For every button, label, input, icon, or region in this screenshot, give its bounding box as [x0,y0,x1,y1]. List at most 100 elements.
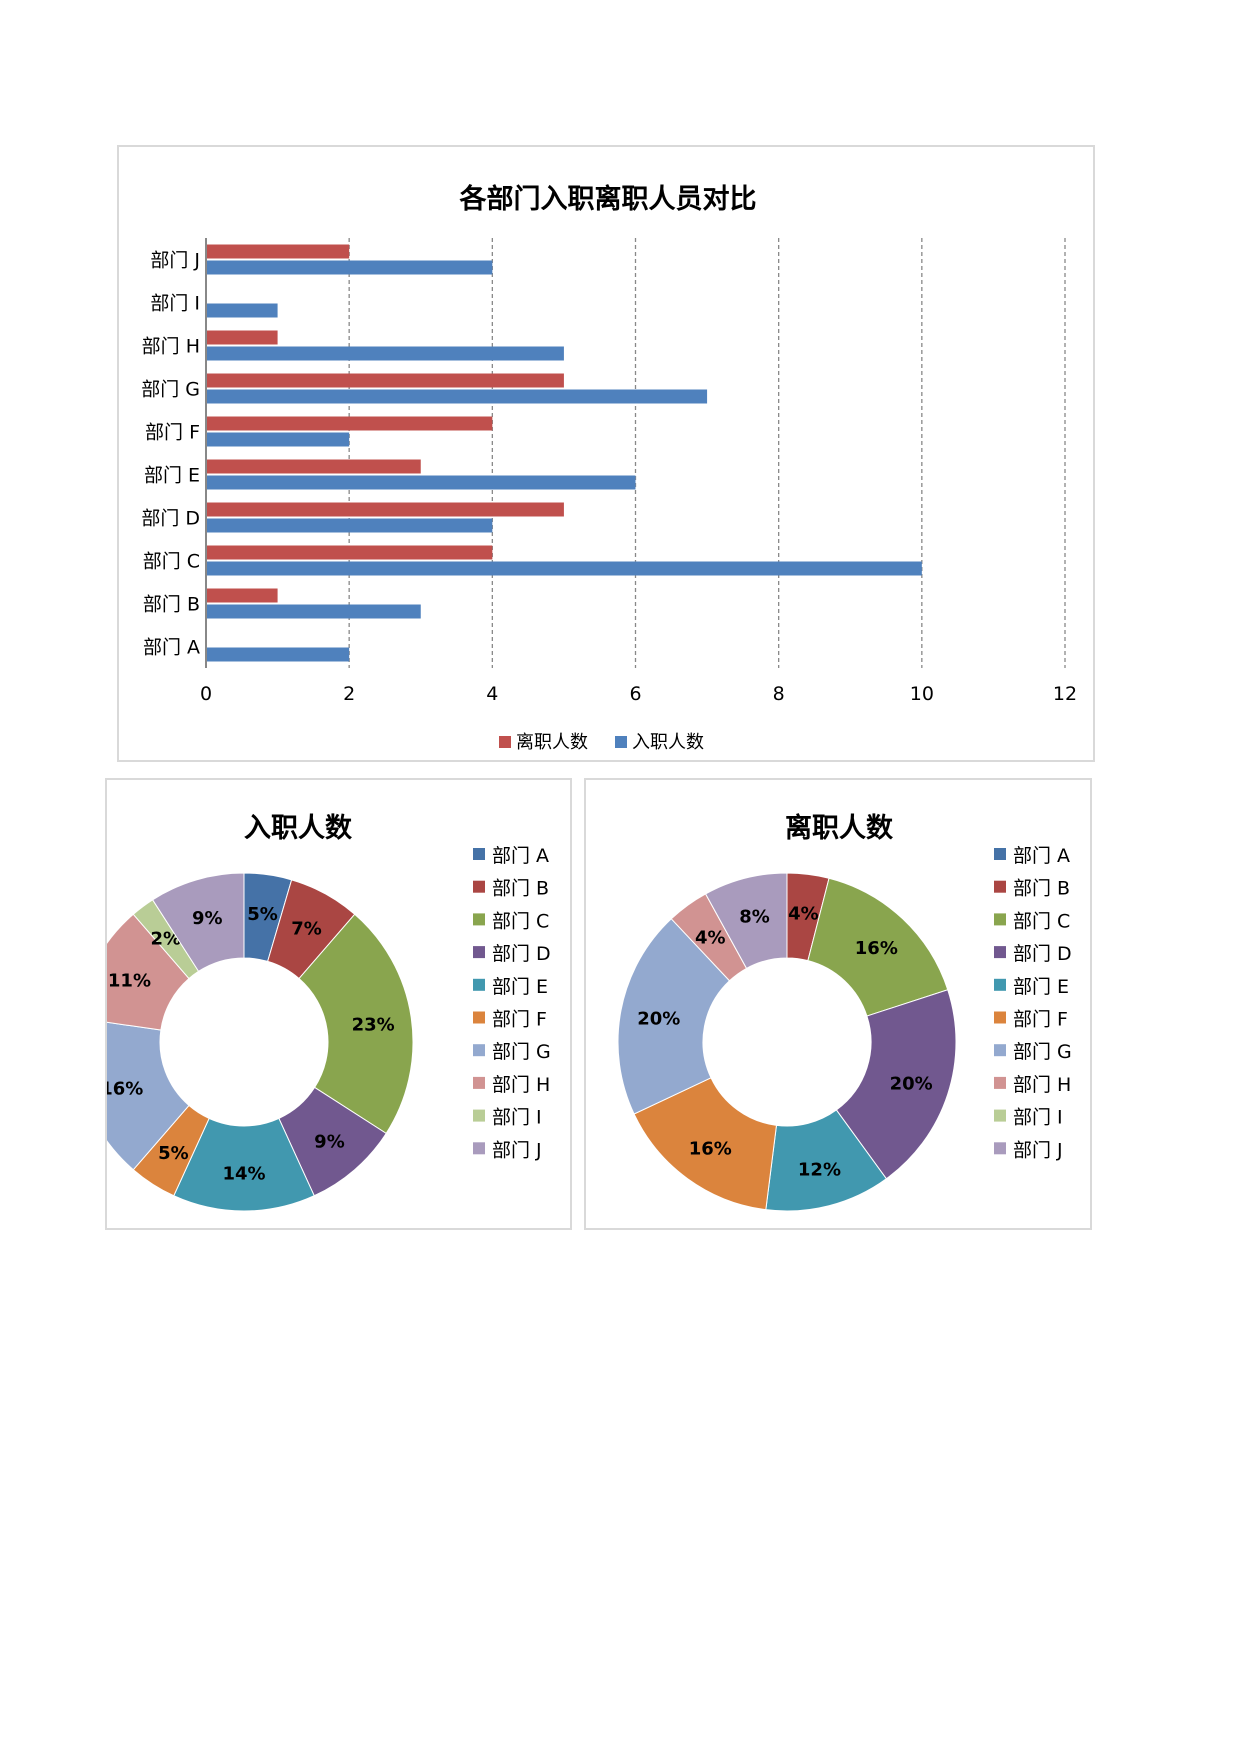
data-label: 7% [291,918,322,939]
bar-hire [207,475,636,490]
bar-hire [207,518,493,533]
legend-label: 部门 B [492,878,549,900]
bar-hire [207,260,493,275]
legend-label: 入职人数 [632,732,704,753]
data-label: 16% [689,1139,732,1160]
bar-hire [207,346,564,361]
bar-hire [207,561,922,576]
data-label: 20% [637,1009,680,1030]
legend-swatch [994,1076,1006,1089]
legend-swatch [473,848,485,860]
data-label: 9% [314,1132,345,1153]
legend-swatch [994,1109,1006,1122]
bar-chart: 各部门入职离职人员对比 0 2 4 6 8 10 12 部门 A 部门 B 部门 C 部门 D 部门 E… [141,183,1077,753]
bar-hire [207,303,278,318]
data-label: 4% [788,904,819,925]
bar-leave [207,459,421,474]
legend-label: 部门 E [1013,976,1069,998]
data-label: 2% [151,929,182,950]
bar-leave [207,588,278,603]
x-tick-label: 8 [773,683,785,705]
data-label: 11% [108,970,151,991]
y-tick-label: 部门 G [141,379,200,401]
legend-label: 部门 D [492,943,551,965]
legend-label: 部门 E [492,976,548,998]
data-label: 4% [695,927,726,948]
legend-label: 部门 B [1013,878,1070,900]
y-tick-label: 部门 J [150,250,200,272]
legend-label: 部门 C [492,910,549,932]
bar-hire [207,604,421,619]
legend-label: 部门 I [1013,1107,1063,1129]
y-tick-label: 部门 E [144,465,200,487]
legend-label: 部门 F [1013,1009,1068,1031]
legend-label: 部门 G [492,1041,551,1063]
chart-title: 各部门入职离职人员对比 [459,183,757,215]
data-label: 12% [798,1159,841,1180]
legend-label: 部门 I [492,1107,542,1129]
slice-g [617,918,731,1115]
legend-swatch [994,1142,1006,1155]
y-tick-label: 部门 B [143,594,200,616]
legend-swatch [473,1076,485,1089]
legend-swatch [473,913,485,926]
slice-j [704,872,788,970]
legend-swatch [473,978,485,991]
leave-donut-chart: 离职人数 4% 16% 20% 12% 16% 20% 4% 8% 部门 A 部门 B 部门 C 部门 … [617,812,1072,1212]
y-tick-label: 部门 H [142,336,200,358]
bar-leave [207,416,493,431]
legend-swatch [499,736,511,748]
legend-label: 部门 D [1013,943,1072,965]
legend-label: 部门 J [492,1139,542,1161]
y-tick-label: 部门 A [143,637,200,659]
slice-d [835,989,957,1180]
x-tick-label: 0 [200,683,212,705]
bar-chart-frame: 各部门入职离职人员对比 0 2 4 6 8 10 12 部门 A 部门 B 部门 C 部门 D 部门 E… [117,145,1095,762]
slice-j [151,872,245,973]
data-label: 5% [158,1143,189,1164]
legend-label: 部门 H [1013,1074,1071,1096]
data-label: 14% [222,1164,265,1185]
legend-swatch [994,1011,1006,1024]
y-tick-label: 部门 C [143,551,200,573]
legend-swatch [994,913,1006,926]
data-label: 8% [739,907,770,928]
x-tick-label: 6 [629,683,641,705]
legend-swatch [994,880,1006,893]
leave-pie-frame: 离职人数 4% 16% 20% 12% 16% 20% 4% 8% 部门 A 部门 B 部门 C 部门 … [584,778,1092,1230]
legend-swatch [473,1109,485,1122]
x-tick-label: 2 [343,683,355,705]
chart-title: 离职人数 [785,812,894,844]
y-tick-label: 部门 D [141,508,200,530]
data-label: 9% [192,908,223,929]
chart-title: 入职人数 [244,813,353,844]
legend-swatch [473,880,485,893]
bar-hire [207,389,708,404]
legend-label: 部门 F [492,1009,547,1031]
legend-label: 离职人数 [516,732,588,753]
legend-label: 部门 A [492,845,549,867]
legend-swatch [615,736,627,748]
hire-donut-chart: 入职人数 5% 7% 23% 9% 14% 5% 16% 11%2% 9% 部门 A 部门 B 部门 C… [107,813,551,1212]
legend-swatch [994,1044,1006,1057]
x-tick-label: 10 [910,683,934,705]
bar-hire [207,647,350,662]
legend-swatch [994,848,1006,860]
data-label: 5% [247,904,278,925]
legend-label: 部门 J [1013,1139,1063,1161]
y-tick-label: 部门 I [150,293,200,315]
hire-pie-frame: 入职人数 5% 7% 23% 9% 14% 5% 16% 11%2% 9% 部门 A 部门 B 部门 C… [105,778,572,1230]
legend-swatch [994,946,1006,959]
bar-leave [207,244,350,259]
legend-swatch [994,978,1006,991]
slice-g [107,1021,190,1171]
legend-label: 部门 H [492,1074,550,1096]
bar-leave [207,545,493,560]
bar-leave [207,373,564,388]
bar-leave [207,330,278,345]
slice-c [298,913,414,1135]
x-tick-label: 4 [486,683,498,705]
legend-label: 部门 C [1013,910,1070,932]
legend-swatch [473,946,485,959]
